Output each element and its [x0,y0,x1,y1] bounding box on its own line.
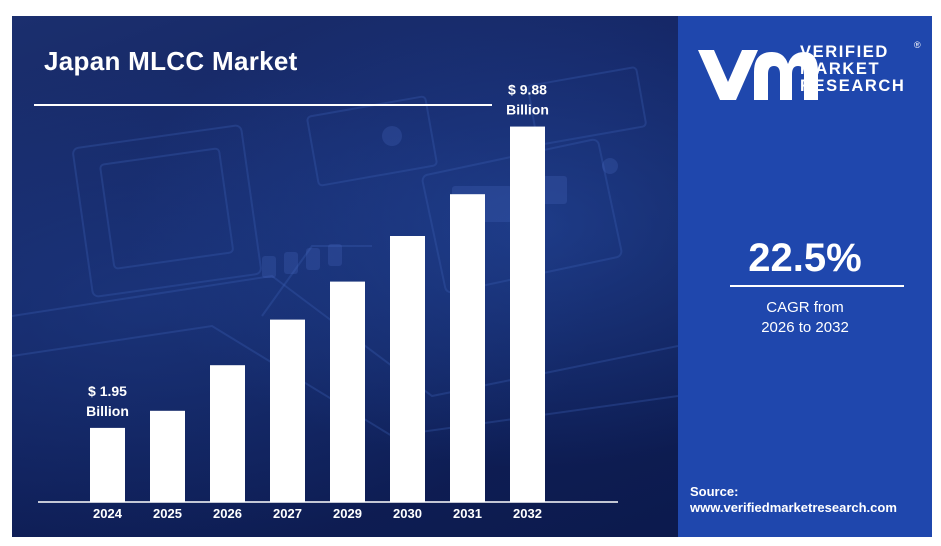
x-tick-label-2030: 2030 [393,506,422,521]
bar-2029 [330,281,365,502]
bar-2032 [510,126,545,502]
title-divider [34,104,492,106]
logo-line-market: MARKET [800,60,881,78]
bar-chart: 2024 2025 2026 2027 2029 2030 2031 2032 $ 1.95 B… [38,82,618,521]
data-label-2024-line2: Billion [86,403,129,419]
cagr-divider [730,285,904,287]
x-tick-label-2029: 2029 [333,506,362,521]
vmr-logo-wordmark: VERIFIED MARKET RESEARCH [800,44,905,95]
bar-2025 [150,410,185,502]
chart-title: Japan MLCC Market [44,46,298,76]
data-label-2024-line1: $ 1.95 [88,383,127,399]
source-label: Source: [690,484,739,499]
source-url[interactable]: www.verifiedmarketresearch.com [690,500,897,515]
bar-2027 [270,319,305,502]
data-label-2032-line1: $ 9.88 [508,82,547,98]
logo-line-verified: VERIFIED [800,43,889,61]
source-block: Source: www.verifiedmarketresearch.com [690,484,897,516]
x-tick-label-2031: 2031 [453,506,482,521]
x-tick-label-2024: 2024 [93,506,123,521]
bar-2031 [450,194,485,502]
data-label-2032-line2: Billion [506,102,549,118]
x-tick-label-2032: 2032 [513,506,542,521]
x-tick-label-2027: 2027 [273,506,302,521]
bar-2026 [210,365,245,502]
registered-mark: ® [914,40,921,50]
infographic-frame: Japan MLCC Market 2024 2025 2026 2027 2029 20… [12,16,932,537]
logo-line-research: RESEARCH [800,77,906,95]
bar-2030 [390,236,425,502]
chart-panel: Japan MLCC Market 2024 2025 2026 2027 2029 20… [12,16,678,537]
cagr-label-line1: CAGR from [766,299,844,316]
vmr-logo-icon [698,50,818,100]
cagr-value: 22.5% [748,236,862,280]
x-tick-label-2026: 2026 [213,506,242,521]
summary-panel: VERIFIED MARKET RESEARCH ® 22.5% CAGR fr… [678,16,932,537]
cagr-label: CAGR from 2026 to 2032 [678,298,932,338]
bar-2024 [90,427,125,502]
x-tick-label-2025: 2025 [153,506,182,521]
cagr-label-line2: 2026 to 2032 [761,319,849,336]
